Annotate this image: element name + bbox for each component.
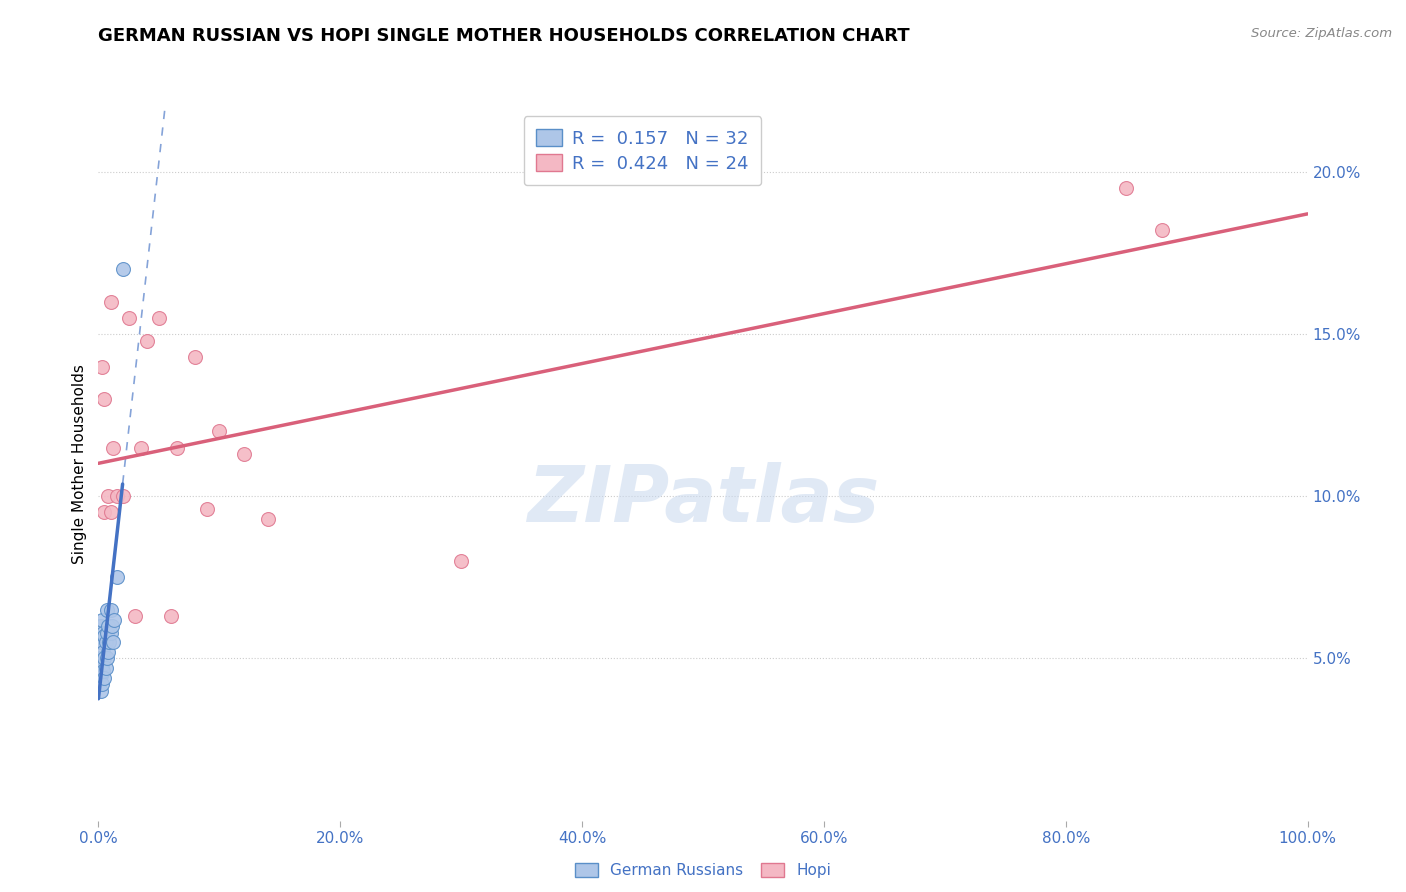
Point <box>91 613 114 627</box>
Y-axis label: Single Mother Households: Single Mother Households <box>72 364 87 564</box>
Point <box>166 441 188 455</box>
Point <box>98 635 121 649</box>
Point <box>91 677 114 691</box>
Point <box>135 334 157 348</box>
Point <box>1115 181 1137 195</box>
Point <box>101 635 124 649</box>
Point <box>93 671 115 685</box>
Point <box>91 665 114 679</box>
Point <box>100 603 122 617</box>
Text: Source: ZipAtlas.com: Source: ZipAtlas.com <box>1251 27 1392 40</box>
Point <box>91 657 114 672</box>
Point <box>101 441 124 455</box>
Point <box>256 512 278 526</box>
Point <box>90 651 112 665</box>
Point <box>96 625 118 640</box>
Point <box>232 447 254 461</box>
Point <box>93 651 115 665</box>
Point <box>129 441 152 455</box>
Point <box>90 667 112 681</box>
Legend: German Russians, Hopi: German Russians, Hopi <box>568 856 838 884</box>
Point <box>89 651 111 665</box>
Point <box>97 645 120 659</box>
Point <box>184 350 207 364</box>
Point <box>89 635 111 649</box>
Point <box>91 645 114 659</box>
Point <box>97 489 120 503</box>
Point <box>111 262 134 277</box>
Point <box>1152 223 1174 237</box>
Text: GERMAN RUSSIAN VS HOPI SINGLE MOTHER HOUSEHOLDS CORRELATION CHART: GERMAN RUSSIAN VS HOPI SINGLE MOTHER HOU… <box>98 27 910 45</box>
Point <box>89 619 111 633</box>
Point <box>100 294 122 309</box>
Point <box>118 310 141 325</box>
Point <box>105 489 128 503</box>
Point <box>100 619 122 633</box>
Point <box>148 310 170 325</box>
Point <box>94 635 117 649</box>
Point <box>111 489 134 503</box>
Point <box>96 603 118 617</box>
Point <box>91 359 114 374</box>
Point <box>93 392 115 406</box>
Point <box>105 570 128 584</box>
Point <box>90 684 112 698</box>
Point <box>450 554 472 568</box>
Point <box>195 502 218 516</box>
Point <box>91 635 114 649</box>
Point <box>124 609 146 624</box>
Point <box>94 661 117 675</box>
Point <box>91 625 114 640</box>
Text: ZIPatlas: ZIPatlas <box>527 461 879 538</box>
Point <box>93 629 115 643</box>
Point <box>160 609 183 624</box>
Point <box>97 619 120 633</box>
Point <box>100 625 122 640</box>
Point <box>96 651 118 665</box>
Point <box>90 619 112 633</box>
Point <box>208 425 231 439</box>
Point <box>100 506 122 520</box>
Point <box>103 613 125 627</box>
Point <box>93 506 115 520</box>
